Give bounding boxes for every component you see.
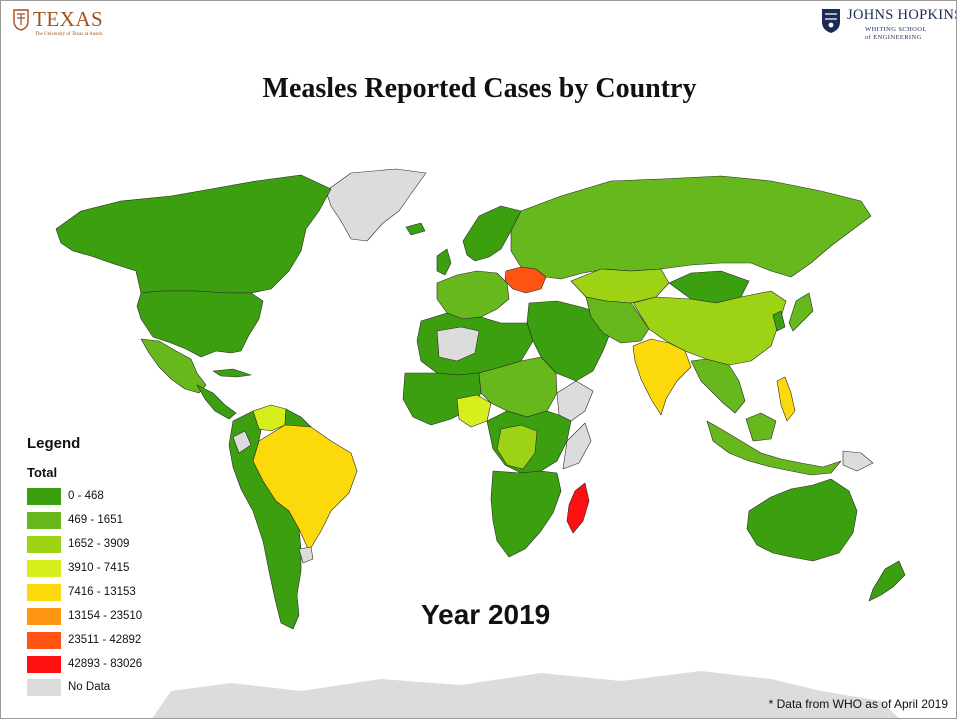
legend-item: 1652 - 3909 <box>27 536 167 554</box>
legend-title: Legend <box>27 435 81 452</box>
region-japan <box>788 292 814 332</box>
region-somalia <box>562 422 592 470</box>
region-southern-africa <box>490 470 562 558</box>
region-india <box>632 338 692 416</box>
region-new-zealand <box>868 560 906 602</box>
legend-item: 0 - 468 <box>27 488 167 506</box>
map-title: Measles Reported Cases by Country <box>262 73 697 104</box>
legend-swatch <box>27 536 61 553</box>
legend-item: 23511 - 42892 <box>27 632 167 650</box>
region-central-asia <box>585 296 650 344</box>
region-horn <box>556 380 594 422</box>
legend-label: No Data <box>68 681 111 693</box>
region-usa <box>136 290 264 358</box>
legend-item: 469 - 1651 <box>27 512 167 530</box>
region-australia <box>746 478 858 562</box>
region-brazil <box>252 424 358 552</box>
legend-label: 3910 - 7415 <box>68 562 130 574</box>
texas-logo: TEXAS The University of Texas at Austin <box>13 7 123 39</box>
legend-swatch <box>27 488 61 505</box>
region-se-asia-mainland <box>690 358 746 414</box>
legend-item: No Data <box>27 679 167 697</box>
region-scandinavia <box>462 205 522 262</box>
region-ecuador <box>232 430 252 454</box>
texas-shield-icon <box>13 9 29 31</box>
legend-label: 13154 - 23510 <box>68 610 143 622</box>
data-source-footnote: * Data from WHO as of April 2019 <box>768 697 948 711</box>
jhu-shield-icon <box>822 9 840 33</box>
region-libya <box>436 326 480 362</box>
jhu-logo-subtitle-2: of ENGINEERING <box>865 34 922 41</box>
region-borneo <box>745 412 777 442</box>
legend-swatch <box>27 608 61 625</box>
jhu-logo-subtitle-1: WHITING SCHOOL <box>865 26 927 33</box>
legend-swatch <box>27 584 61 601</box>
legend-item: 42893 - 83026 <box>27 656 167 674</box>
year-label: Year 2019 <box>421 599 551 630</box>
region-central-america <box>196 384 237 420</box>
legend-swatch <box>27 560 61 577</box>
legend-swatch <box>27 656 61 673</box>
region-canada <box>55 174 332 294</box>
region-uruguay <box>298 546 314 564</box>
region-madagascar <box>566 482 590 534</box>
region-papua <box>842 450 874 472</box>
region-nigeria <box>456 394 492 428</box>
legend-label: 42893 - 83026 <box>68 658 143 670</box>
legend-swatch <box>27 632 61 649</box>
region-europe-west <box>436 270 510 320</box>
legend-label: 7416 - 13153 <box>68 586 136 598</box>
region-dr-congo <box>496 424 538 470</box>
texas-logo-name: TEXAS <box>33 7 104 31</box>
legend-label: 23511 - 42892 <box>68 634 142 646</box>
region-greenland <box>325 168 427 242</box>
legend-subtitle: Total <box>27 465 58 480</box>
legend-label: 469 - 1651 <box>68 514 123 526</box>
region-korea <box>772 310 786 332</box>
region-indonesia <box>706 420 842 476</box>
legend-item: 13154 - 23510 <box>27 608 167 626</box>
jhu-logo: JOHNS HOPKINS WHITING SCHOOL of ENGINEER… <box>821 7 956 43</box>
region-sahel <box>478 356 558 418</box>
legend-swatch <box>27 512 61 529</box>
region-philippines <box>776 376 796 422</box>
region-russia <box>510 175 872 280</box>
legend-item: 7416 - 13153 <box>27 584 167 602</box>
legend-swatch <box>27 679 61 696</box>
texas-logo-subtitle: The University of Texas at Austin <box>35 32 103 37</box>
legend-label: 0 - 468 <box>68 490 104 502</box>
region-cuba <box>212 368 252 378</box>
legend-label: 1652 - 3909 <box>68 538 130 550</box>
region-iceland <box>405 222 426 236</box>
legend-item: 3910 - 7415 <box>27 560 167 578</box>
region-antarctica <box>152 671 899 718</box>
region-uk <box>436 248 452 276</box>
jhu-logo-name: JOHNS HOPKINS <box>847 7 957 23</box>
